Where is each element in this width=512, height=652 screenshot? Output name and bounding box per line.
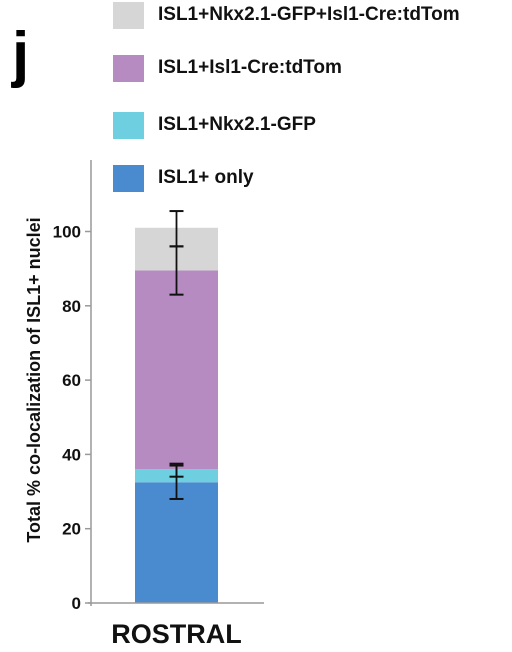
- y-tick-label-20: 20: [62, 520, 81, 539]
- y-tick-label-0: 0: [72, 594, 81, 613]
- legend-label-tdtom: ISL1+Isl1-Cre:tdTom: [158, 57, 342, 78]
- legend-label-gfp: ISL1+Nkx2.1-GFP: [158, 114, 316, 135]
- y-tick-label-60: 60: [62, 371, 81, 390]
- error-bar-3: [169, 210, 184, 248]
- bar-segment-2: [135, 270, 218, 470]
- legend-label-isl1-only: ISL1+ only: [158, 167, 254, 188]
- legend-swatch-isl1-only: [113, 164, 144, 192]
- y-tick-label-40: 40: [62, 445, 81, 464]
- y-axis-label: Total % co-localization of ISL1+ nuclei: [24, 217, 44, 542]
- legend-item-gfp: ISL1+Nkx2.1-GFP: [113, 111, 316, 139]
- legend-swatch-tdtom: [113, 54, 144, 82]
- y-tick-label-80: 80: [62, 297, 81, 316]
- legend-label-triple: ISL1+Nkx2.1-GFP+Isl1-Cre:tdTom: [158, 4, 460, 25]
- panel-letter: j: [12, 20, 30, 89]
- category-label: ROSTRAL: [111, 619, 242, 649]
- bar-segment-0: [135, 482, 218, 603]
- legend-item-tdtom: ISL1+Isl1-Cre:tdTom: [113, 54, 342, 82]
- legend-swatch-triple: [113, 1, 144, 29]
- y-tick-label-100: 100: [53, 223, 81, 242]
- legend-swatch-gfp: [113, 111, 144, 139]
- legend-item-isl1-only: ISL1+ only: [113, 164, 254, 192]
- legend-item-triple: ISL1+Nkx2.1-GFP+Isl1-Cre:tdTom: [113, 1, 460, 29]
- error-bar-1: [169, 464, 184, 478]
